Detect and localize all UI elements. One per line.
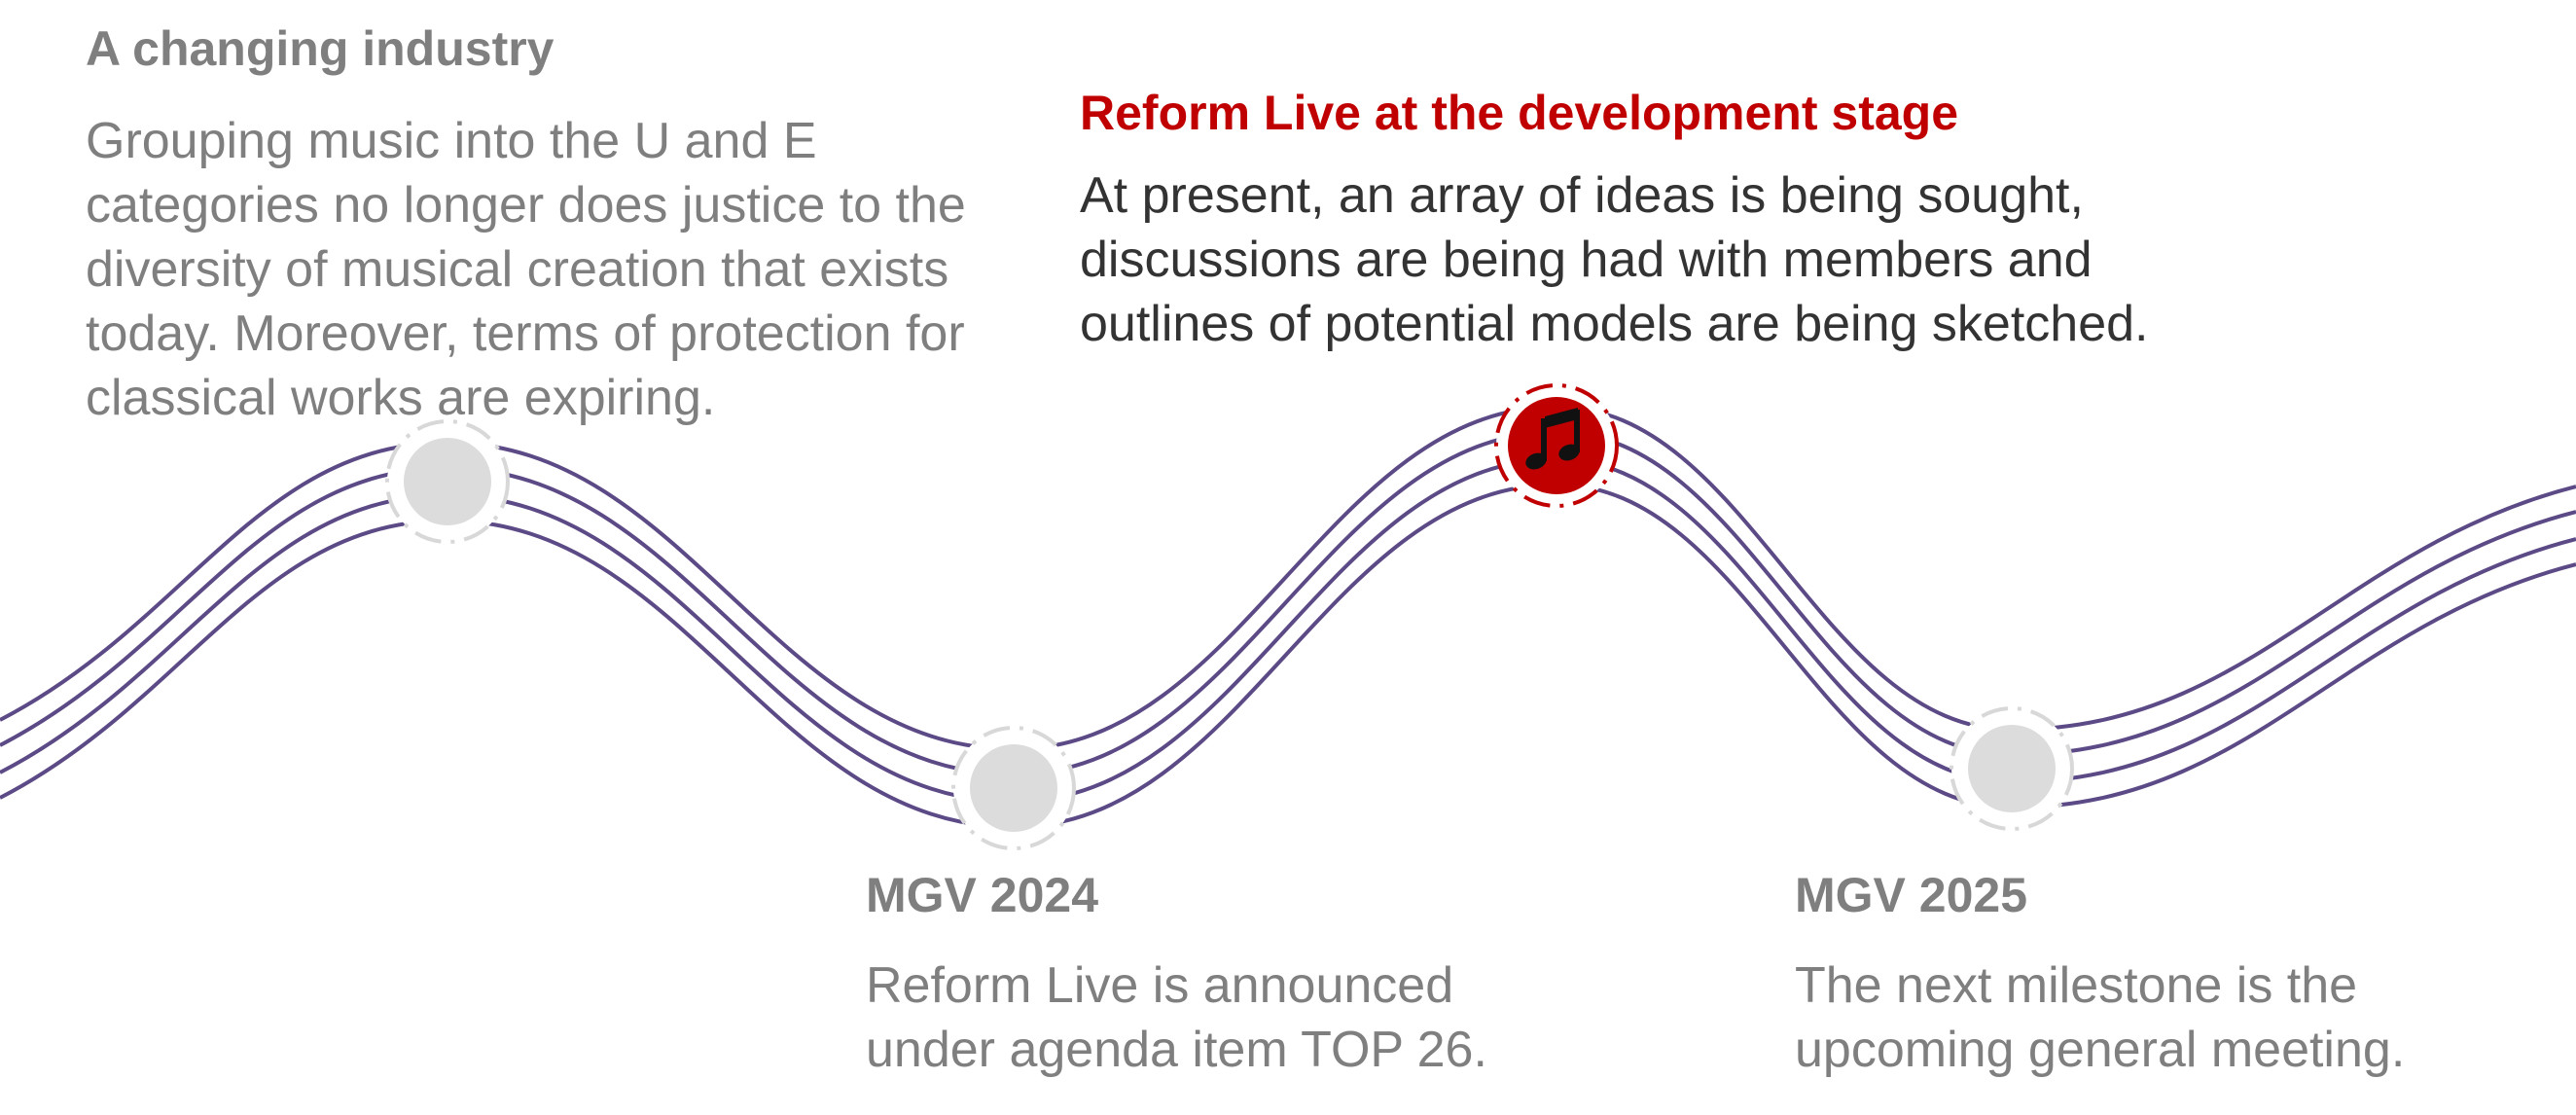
stage-description: Grouping music into the U and E categori… xyxy=(86,113,966,426)
timeline-node-development-stage xyxy=(1494,383,1619,508)
wave-strand xyxy=(0,404,2576,752)
node-dot xyxy=(970,744,1057,832)
stage-title: MGV 2025 xyxy=(1795,868,2028,922)
timeline-node-changing-industry xyxy=(385,419,510,544)
stage-description: At present, an array of ideas is being s… xyxy=(1080,167,2149,352)
stage-title: Reform Live at the development stage xyxy=(1080,86,1959,140)
stage-development-stage: Reform Live at the development stage At … xyxy=(1080,84,2296,356)
node-dot xyxy=(1968,725,2056,812)
timeline-node-mgv-2024 xyxy=(951,726,1076,850)
stage-title: MGV 2024 xyxy=(866,868,1099,922)
stage-description: The next milestone is the upcoming gener… xyxy=(1795,957,2406,1078)
wave-strand xyxy=(0,482,2576,830)
wave-strand xyxy=(0,456,2576,805)
music-note-icon xyxy=(1525,408,1580,470)
timeline-node-mgv-2025 xyxy=(1950,706,2074,831)
wave-strand xyxy=(0,429,2576,777)
stage-changing-industry: A changing industry Grouping music into … xyxy=(86,19,1058,430)
stage-mgv-2024: MGV 2024 Reform Live is announced under … xyxy=(866,866,1644,1082)
stage-mgv-2025: MGV 2025 The next milestone is the upcom… xyxy=(1795,866,2554,1082)
stage-description: Reform Live is announced under agenda it… xyxy=(866,957,1487,1078)
stage-title: A changing industry xyxy=(86,21,555,76)
node-dot-active xyxy=(1508,397,1605,494)
wave-lines xyxy=(0,404,2576,830)
node-dot xyxy=(404,438,491,525)
